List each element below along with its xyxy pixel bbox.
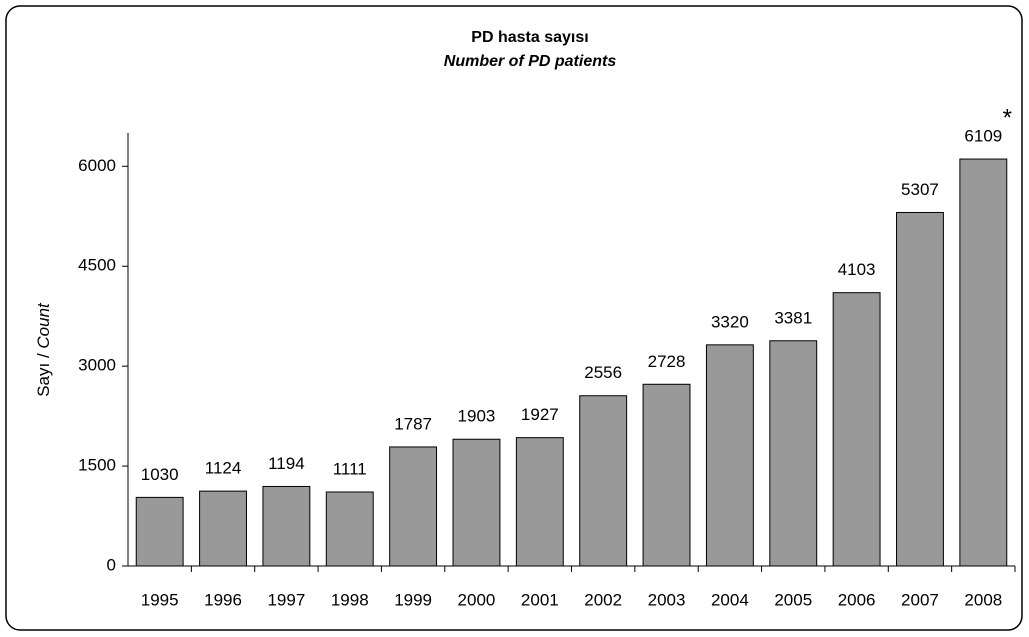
value-label: 3381 [774, 308, 812, 327]
x-tick-label: 1996 [204, 590, 242, 609]
chart-subtitle: Number of PD patients [444, 53, 617, 70]
x-tick-label: 1995 [141, 590, 179, 609]
value-label: 1787 [394, 414, 432, 433]
value-label: 1927 [521, 405, 559, 424]
value-label: 1903 [458, 407, 496, 426]
x-tick-label: 1998 [331, 590, 369, 609]
y-tick-label: 1500 [78, 456, 116, 475]
value-label: 6109 [964, 127, 1002, 146]
value-label: 1124 [205, 459, 242, 478]
bar [959, 158, 1008, 567]
x-tick-label: 2007 [901, 590, 939, 609]
x-tick-label: 2003 [648, 590, 686, 609]
y-tick-label: 6000 [78, 156, 116, 175]
value-label: 1194 [268, 454, 305, 473]
bar [769, 340, 818, 567]
value-label: 5307 [901, 180, 939, 199]
bar [199, 490, 247, 567]
bar [262, 485, 311, 567]
x-tick-label: 1999 [394, 590, 432, 609]
y-axis-label-part: Sayı / [34, 353, 53, 397]
bar [389, 446, 438, 567]
x-tick-label: 2002 [584, 590, 622, 609]
y-tick-label: 4500 [78, 256, 116, 275]
y-tick-label: 0 [107, 555, 116, 574]
x-tick-label: 2006 [838, 590, 876, 609]
bar [705, 344, 754, 567]
bar [452, 438, 501, 567]
bar [579, 395, 628, 567]
bar [896, 211, 944, 567]
value-label: 4103 [838, 260, 876, 279]
value-label: 2728 [648, 352, 686, 371]
value-label: 1111 [333, 459, 367, 478]
x-tick-label: 2004 [711, 590, 749, 609]
value-label: 1030 [141, 465, 179, 484]
y-tick-label: 3000 [78, 356, 116, 375]
x-tick-label: 2005 [774, 590, 812, 609]
annotation: * [1003, 104, 1012, 131]
bar [325, 491, 374, 567]
bar [832, 292, 881, 567]
y-axis-label: Sayı / Count [34, 302, 53, 397]
bar [642, 383, 691, 567]
value-label: 3320 [711, 312, 749, 331]
bar [135, 496, 184, 567]
value-label: 2556 [584, 363, 622, 382]
x-tick-label: 1997 [267, 590, 305, 609]
bar [515, 437, 564, 567]
y-axis-label-part: Count [34, 302, 53, 349]
chart-border [5, 5, 1023, 631]
x-tick-label: 2001 [521, 590, 559, 609]
chart-title: PD hasta sayısı [471, 29, 588, 46]
x-tick-label: 2008 [964, 590, 1002, 609]
x-tick-label: 2000 [458, 590, 496, 609]
